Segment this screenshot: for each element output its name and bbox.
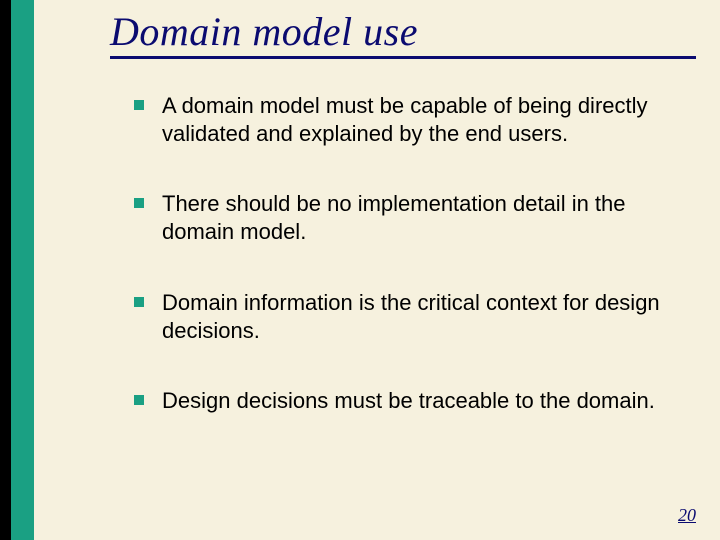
list-item: Design decisions must be traceable to th…	[134, 387, 672, 415]
square-bullet-icon	[134, 395, 144, 405]
slide: Domain model use A domain model must be …	[0, 0, 720, 540]
square-bullet-icon	[134, 100, 144, 110]
sidebar-stripe-teal	[11, 0, 34, 540]
sidebar	[0, 0, 34, 540]
page-number: 20	[678, 505, 696, 526]
bullet-text: Design decisions must be traceable to th…	[162, 387, 655, 415]
slide-main: Domain model use A domain model must be …	[34, 0, 720, 540]
list-item: A domain model must be capable of being …	[134, 92, 672, 148]
list-item: Domain information is the critical conte…	[134, 289, 672, 345]
bullet-text: A domain model must be capable of being …	[162, 92, 672, 148]
bullet-list: A domain model must be capable of being …	[134, 92, 672, 415]
slide-title: Domain model use	[110, 8, 418, 55]
list-item: There should be no implementation detail…	[134, 190, 672, 246]
square-bullet-icon	[134, 297, 144, 307]
bullet-text: Domain information is the critical conte…	[162, 289, 672, 345]
square-bullet-icon	[134, 198, 144, 208]
bullet-text: There should be no implementation detail…	[162, 190, 672, 246]
sidebar-stripe-black	[0, 0, 11, 540]
title-underline	[110, 56, 696, 59]
